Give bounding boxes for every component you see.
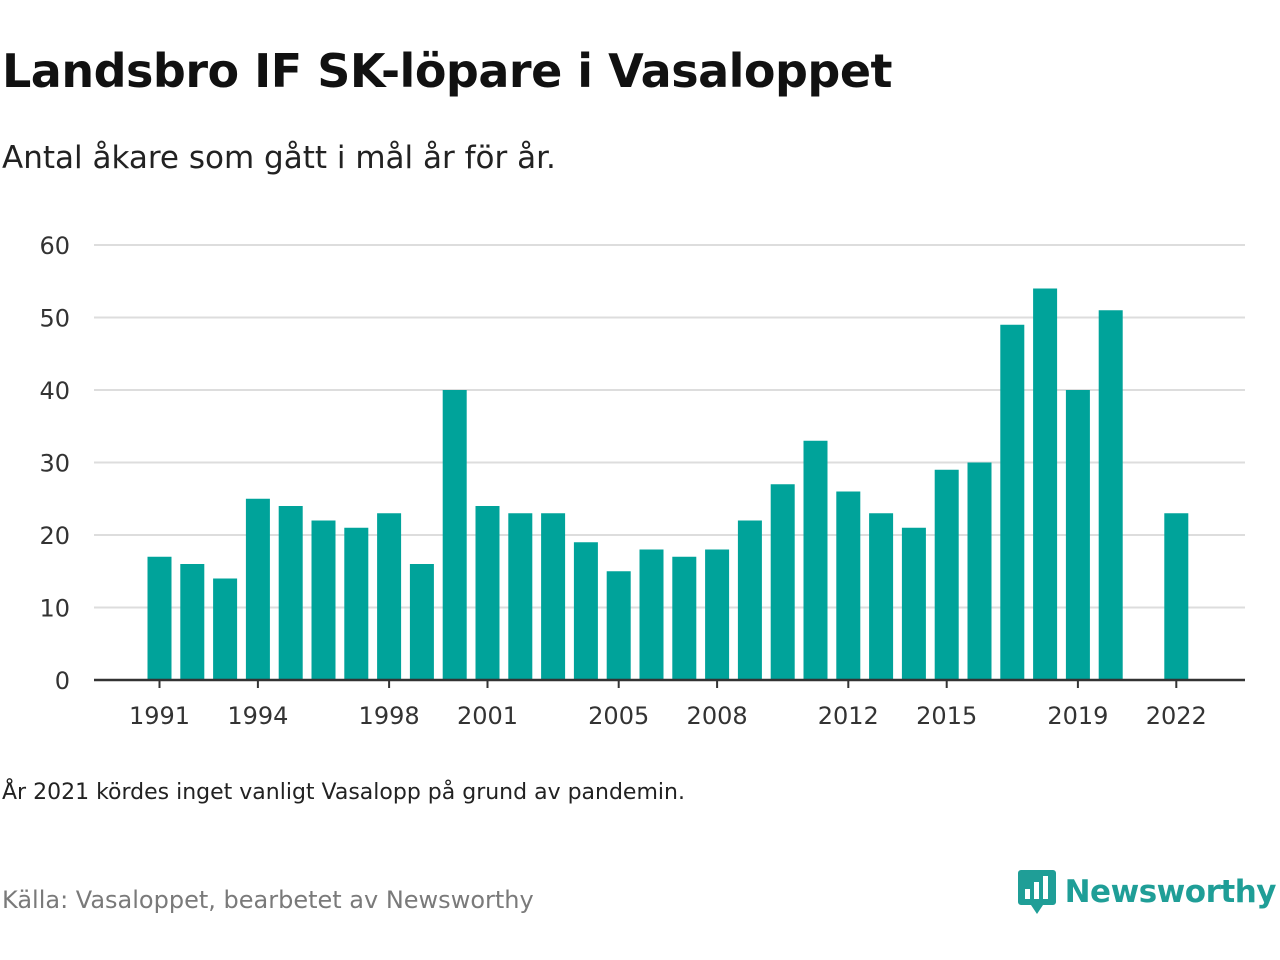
bar (278, 506, 303, 680)
bar (180, 564, 205, 680)
source-credit: Källa: Vasaloppet, bearbetet av Newswort… (2, 886, 534, 914)
bar (1065, 390, 1090, 680)
x-tick-label: 1991 (129, 702, 190, 730)
bar (213, 578, 238, 680)
x-tick-label: 2019 (1047, 702, 1108, 730)
x-tick-label: 2001 (457, 702, 518, 730)
brand-block: Newsworthy (1017, 868, 1277, 916)
bar (377, 513, 402, 680)
bar (1033, 288, 1058, 680)
bar (967, 462, 992, 680)
bar (508, 513, 533, 680)
x-tick-label: 2012 (818, 702, 879, 730)
y-tick-label: 60 (39, 232, 70, 260)
y-tick-label: 50 (39, 305, 70, 333)
bar (1164, 513, 1189, 680)
y-tick-label: 30 (39, 450, 70, 478)
bar-chart: 0 10 20 30 40 50 60 1991 1994 1998 2001 2005 2008 201… (39, 232, 1245, 730)
x-tick-label: 2022 (1146, 702, 1207, 730)
bar (836, 491, 861, 680)
bar (770, 484, 795, 680)
newsworthy-logo-icon (1017, 870, 1056, 914)
chart-title: Landsbro IF SK-löpare i Vasaloppet (2, 44, 893, 98)
bar (737, 520, 762, 680)
brand-name: Newsworthy (1064, 874, 1277, 910)
axes: 0 10 20 30 40 50 60 1991 1994 1998 2001 2005 2008 201… (39, 232, 1245, 730)
bar (475, 506, 500, 680)
bar (869, 513, 894, 680)
bar (147, 556, 172, 680)
x-tick-label: 2005 (588, 702, 649, 730)
bar (901, 527, 926, 680)
bar (245, 498, 270, 680)
y-tick-label: 0 (55, 667, 70, 695)
bar (606, 571, 631, 680)
bar (1098, 310, 1123, 680)
bar (311, 520, 336, 680)
bar (672, 556, 697, 680)
x-tick-label: 2008 (687, 702, 748, 730)
x-tick-label: 2015 (916, 702, 977, 730)
footnote: År 2021 kördes inget vanligt Vasalopp på… (2, 780, 685, 805)
bar (803, 440, 828, 680)
y-tick-label: 10 (39, 595, 70, 623)
bar (1000, 324, 1025, 680)
y-tick-label: 20 (39, 522, 70, 550)
bar (442, 390, 467, 680)
bar (409, 564, 434, 680)
bar (344, 527, 369, 680)
x-tick-label: 1998 (359, 702, 420, 730)
chart-subtitle: Antal åkare som gått i mål år för år. (2, 140, 556, 176)
bars (147, 288, 1189, 680)
bar (541, 513, 566, 680)
bar (705, 549, 730, 680)
bar (934, 469, 959, 680)
y-tick-label: 40 (39, 377, 70, 405)
x-tick-label: 1994 (227, 702, 288, 730)
bar (573, 542, 598, 680)
bar (639, 549, 664, 680)
